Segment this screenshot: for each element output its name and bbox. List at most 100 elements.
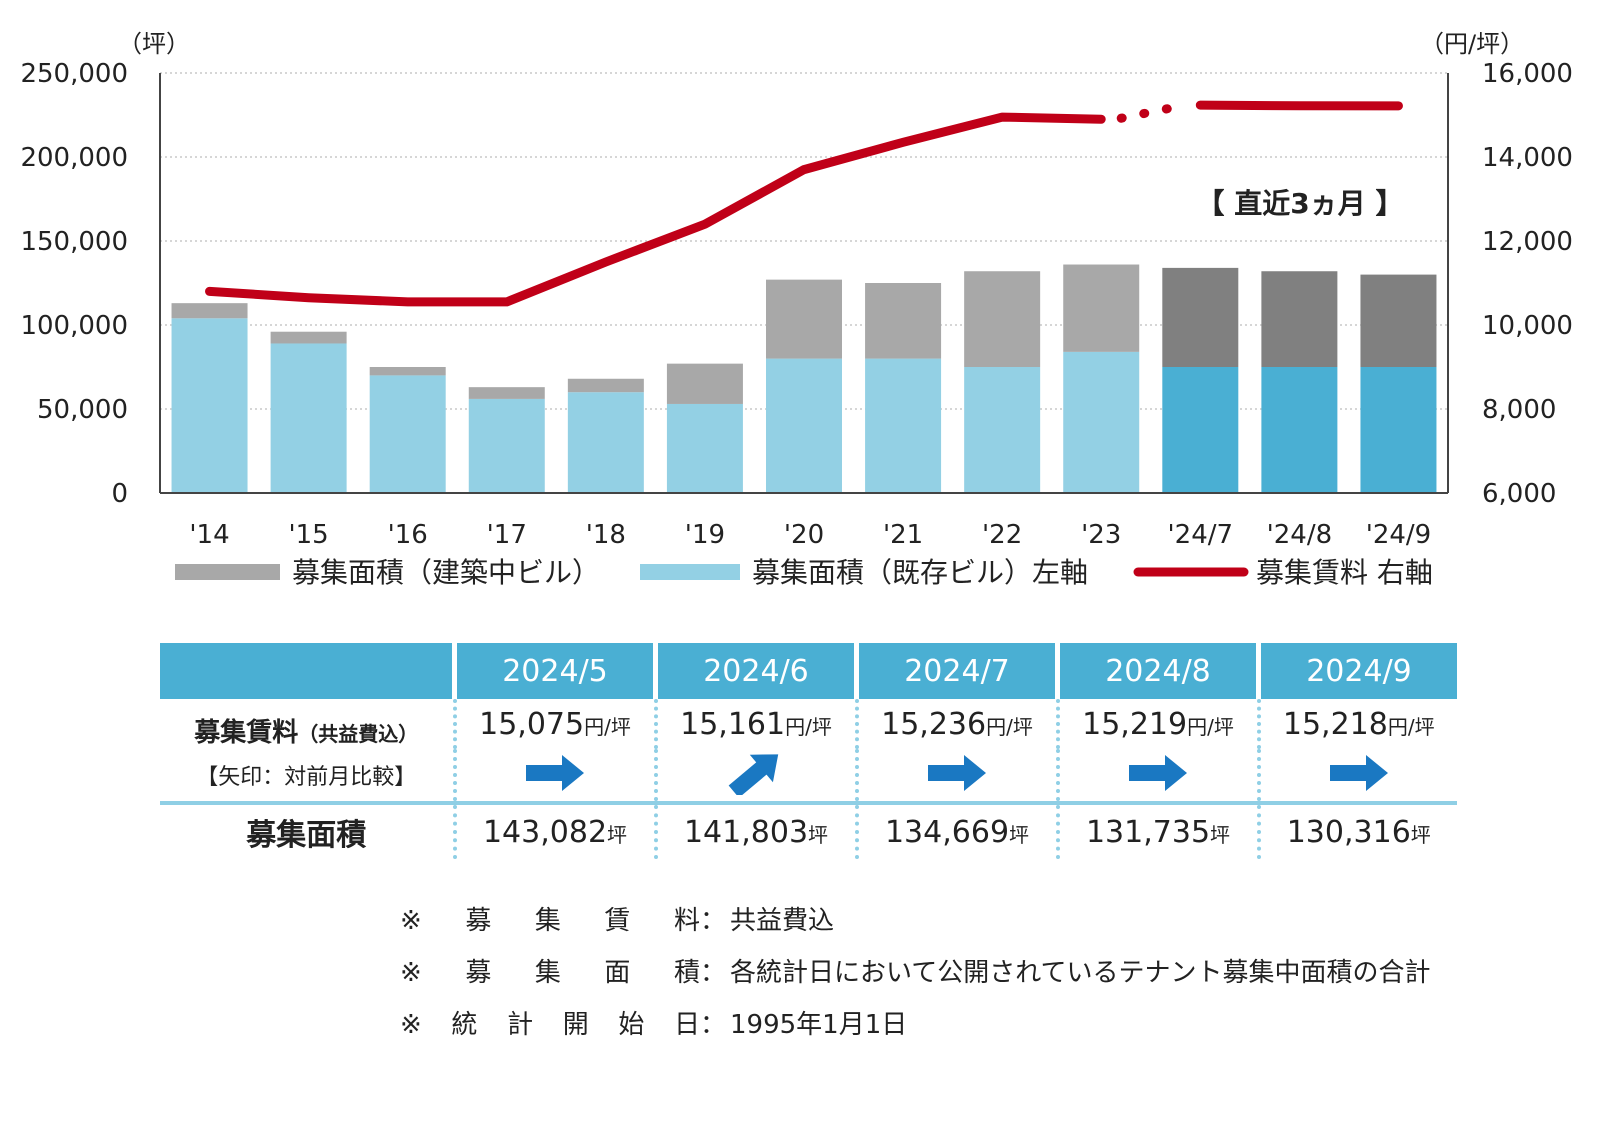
bar-existing	[468, 398, 545, 493]
area-row: 募集面積 143,082坪 141,803坪 134,669坪 131,735坪…	[160, 801, 1457, 859]
rent-value-cell: 15,236円/坪	[854, 699, 1058, 749]
arrow-shape	[1329, 755, 1388, 791]
right-tick-label: 8,000	[1482, 395, 1556, 425]
month-header-row: 2024/5 2024/6 2024/7 2024/8 2024/9	[160, 643, 1457, 699]
arrow-row-label: 【矢印：対前月比較】	[196, 765, 417, 790]
right-tick-label: 10,000	[1482, 311, 1573, 341]
rent-value: 15,236	[881, 706, 987, 742]
trend-arrow-cell	[452, 749, 656, 803]
trend-arrow-cell	[653, 749, 857, 803]
note-key-char: 開	[562, 1010, 589, 1040]
rent-line	[205, 100, 1403, 307]
note-key-char: 計	[507, 1010, 534, 1040]
legend-swatch-under-construction	[175, 564, 280, 580]
right-arrow-icon	[526, 755, 584, 791]
area-unit: 坪	[1210, 822, 1231, 847]
rent-line-history	[205, 112, 1106, 307]
x-tick-label: '18	[586, 520, 626, 550]
bar-existing	[1162, 367, 1239, 493]
area-value: 130,316	[1286, 814, 1411, 850]
left-tick-label: 0	[111, 479, 128, 509]
note-key-char: ※	[400, 906, 422, 936]
right-tick-label: 6,000	[1482, 479, 1556, 509]
area-unit: 坪	[1410, 822, 1431, 847]
note-key: ※ 統計開始日	[400, 999, 700, 1051]
trend-arrow-cell	[1055, 749, 1259, 803]
note-key-char: 日	[673, 1010, 700, 1040]
area-value-cell: 143,082坪	[452, 801, 656, 859]
rent-unit: 円/坪	[986, 714, 1033, 739]
x-tick-label: '17	[487, 520, 527, 550]
area-unit: 坪	[1009, 822, 1030, 847]
bar-under-construction	[1360, 274, 1437, 367]
note-key-char: 始	[618, 1010, 645, 1040]
left-tick-label: 50,000	[37, 395, 128, 425]
note-key-char: 統	[451, 1010, 478, 1040]
bar-existing	[964, 367, 1041, 493]
arrow-shape	[526, 755, 584, 791]
bar-under-construction	[468, 387, 545, 399]
note-value: 各統計日において公開されているテナント募集中面積の合計	[730, 958, 1431, 988]
x-tick-label: '24/8	[1267, 520, 1333, 550]
area-unit: 坪	[808, 822, 829, 847]
area-row-label: 募集面積	[160, 801, 455, 859]
left-unit-label: （坪）	[118, 30, 190, 58]
left-tick-label: 200,000	[20, 143, 128, 173]
header-blank	[160, 643, 455, 699]
footnote-start-date: ※ 統計開始日 ： 1995年1月1日	[400, 999, 1430, 1051]
legend-label-under-construction: 募集面積（建築中ビル）	[292, 556, 600, 589]
right-tick-label: 16,000	[1482, 59, 1573, 89]
left-tick-label: 250,000	[20, 59, 128, 89]
bar-under-construction	[964, 271, 1041, 367]
rent-label: 募集賃料	[194, 718, 299, 748]
legend-label-existing: 募集面積（既存ビル）左軸	[752, 556, 1088, 589]
legend: 募集面積（建築中ビル） 募集面積（既存ビル）左軸 募集賃料 右軸	[175, 556, 1433, 589]
axes: 0 50,000 100,000 150,000 200,000 250,000 6,000…	[20, 30, 1573, 550]
month-header: 2024/5	[452, 643, 656, 699]
area-value-cell: 131,735坪	[1055, 801, 1259, 859]
bar-existing	[171, 318, 248, 493]
arrow-shape	[1129, 755, 1187, 791]
arrow-shape	[928, 755, 986, 791]
bar-existing	[1360, 367, 1437, 493]
right-tick-label: 12,000	[1482, 227, 1573, 257]
bar-existing	[1063, 351, 1140, 493]
note-key-char: 募	[465, 906, 492, 936]
area-value-cell: 134,669坪	[854, 801, 1058, 859]
bar-under-construction	[369, 367, 446, 376]
area-value: 131,735	[1085, 814, 1211, 850]
bar-existing	[666, 403, 743, 493]
area-value: 141,803	[683, 814, 809, 850]
note-key: ※ 募 集 賃 料	[400, 895, 700, 947]
rent-line-recent	[1195, 100, 1403, 111]
rent-value: 15,219	[1082, 706, 1188, 742]
right-arrow-icon	[1129, 755, 1187, 791]
note-separator: ：	[700, 906, 727, 936]
area-value-cell: 130,316坪	[1256, 801, 1457, 859]
rent-value-cell: 15,161円/坪	[653, 699, 857, 749]
note-key-char: 面	[604, 958, 631, 988]
bar-existing	[270, 343, 347, 493]
rent-value: 15,161	[680, 706, 786, 742]
x-tick-label: '14	[189, 520, 229, 550]
x-tick-label: '19	[685, 520, 725, 550]
note-key-char: ※	[400, 1010, 422, 1040]
rent-line-gap	[1116, 102, 1180, 123]
note-key: ※ 募 集 面 積	[400, 947, 700, 999]
month-header: 2024/8	[1055, 643, 1259, 699]
bar-under-construction	[1162, 267, 1239, 367]
bar-series	[171, 264, 1437, 493]
bar-under-construction	[1063, 264, 1140, 352]
rent-value-cell: 15,219円/坪	[1055, 699, 1259, 749]
rent-unit: 円/坪	[1387, 714, 1435, 739]
left-tick-label: 150,000	[20, 227, 128, 257]
arrow-shape	[728, 754, 779, 798]
area-value: 134,669	[884, 814, 1010, 850]
bar-under-construction	[270, 331, 347, 344]
month-header: 2024/9	[1256, 643, 1457, 699]
area-value: 143,082	[482, 814, 608, 850]
bar-existing	[567, 392, 644, 493]
bar-existing	[1261, 367, 1338, 493]
rent-label-sub: （共益費込）	[298, 722, 419, 746]
right-tick-label: 14,000	[1482, 143, 1573, 173]
